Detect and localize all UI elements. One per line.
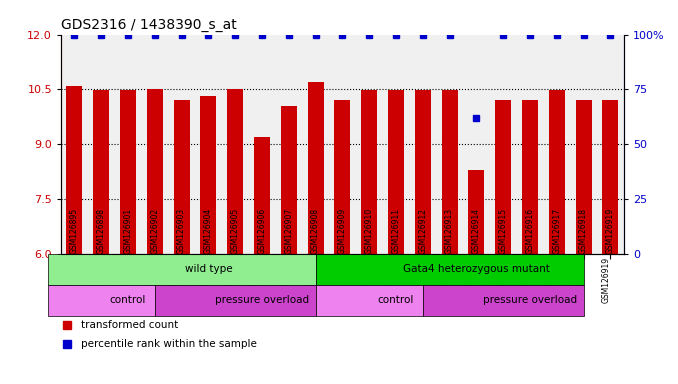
Text: GSM126907: GSM126907: [280, 257, 289, 303]
Text: percentile rank within the sample: percentile rank within the sample: [81, 339, 256, 349]
Text: GSM126903: GSM126903: [173, 257, 182, 303]
Bar: [602, 99, 618, 254]
Text: GSM126913: GSM126913: [445, 208, 454, 254]
Text: GSM126913: GSM126913: [441, 257, 450, 303]
Text: control: control: [378, 295, 414, 305]
Text: GSM126910: GSM126910: [365, 208, 374, 254]
Bar: [468, 170, 484, 254]
Bar: [174, 99, 190, 254]
Text: GSM126908: GSM126908: [311, 208, 320, 254]
Bar: [441, 91, 458, 254]
Text: GSM126918: GSM126918: [574, 257, 584, 303]
Text: GSM126908: GSM126908: [306, 257, 315, 303]
Text: GSM126914: GSM126914: [472, 208, 481, 254]
Text: transformed count: transformed count: [81, 320, 178, 330]
Text: wild type: wild type: [184, 264, 233, 274]
Text: GSM126902: GSM126902: [151, 208, 159, 254]
Text: GSM126912: GSM126912: [414, 257, 423, 303]
Bar: [334, 99, 351, 254]
Text: GSM126895: GSM126895: [70, 208, 79, 254]
Text: GSM126919: GSM126919: [606, 208, 615, 254]
FancyBboxPatch shape: [47, 254, 315, 285]
Text: GSM126901: GSM126901: [123, 208, 132, 254]
Text: GSM126909: GSM126909: [334, 257, 342, 303]
Text: GSM126906: GSM126906: [258, 208, 266, 254]
Bar: [227, 89, 243, 254]
Text: GSM126903: GSM126903: [177, 208, 186, 254]
FancyBboxPatch shape: [315, 285, 423, 316]
Bar: [495, 99, 511, 254]
Text: GSM126905: GSM126905: [231, 208, 240, 254]
FancyBboxPatch shape: [47, 285, 155, 316]
Bar: [522, 99, 538, 254]
Bar: [388, 90, 404, 254]
Text: control: control: [110, 295, 146, 305]
FancyBboxPatch shape: [155, 285, 315, 316]
Text: GSM126911: GSM126911: [387, 257, 396, 303]
Bar: [576, 99, 592, 254]
Bar: [281, 106, 297, 254]
Text: GSM126916: GSM126916: [521, 257, 530, 303]
Bar: [254, 137, 270, 254]
Bar: [66, 86, 83, 254]
Bar: [93, 90, 109, 254]
Text: GSM126915: GSM126915: [499, 208, 508, 254]
Text: GDS2316 / 1438390_s_at: GDS2316 / 1438390_s_at: [61, 18, 237, 32]
Text: GSM126917: GSM126917: [548, 257, 557, 303]
Text: GSM126909: GSM126909: [338, 208, 347, 254]
Text: GSM126898: GSM126898: [97, 208, 106, 254]
Bar: [201, 96, 216, 254]
Text: GSM126916: GSM126916: [525, 208, 534, 254]
Text: pressure overload: pressure overload: [483, 295, 577, 305]
FancyBboxPatch shape: [315, 254, 584, 285]
Text: GSM126906: GSM126906: [253, 257, 262, 303]
Text: GSM126902: GSM126902: [146, 257, 155, 303]
Bar: [146, 89, 163, 254]
Bar: [308, 82, 323, 254]
Bar: [415, 91, 431, 254]
Text: GSM126917: GSM126917: [553, 208, 561, 254]
Text: GSM126910: GSM126910: [360, 257, 370, 303]
Bar: [549, 91, 565, 254]
Text: GSM126904: GSM126904: [204, 208, 213, 254]
Text: GSM126904: GSM126904: [199, 257, 208, 303]
Text: GSM126919: GSM126919: [601, 257, 610, 303]
Text: GSM126914: GSM126914: [467, 257, 477, 303]
Bar: [120, 90, 136, 254]
Text: GSM126918: GSM126918: [579, 208, 588, 254]
Text: GSM126895: GSM126895: [65, 257, 75, 303]
Text: Gata4 heterozygous mutant: Gata4 heterozygous mutant: [403, 264, 550, 274]
Text: GSM126911: GSM126911: [391, 208, 401, 254]
Text: pressure overload: pressure overload: [215, 295, 309, 305]
FancyBboxPatch shape: [423, 285, 584, 316]
Text: GSM126905: GSM126905: [226, 257, 235, 303]
Text: GSM126907: GSM126907: [284, 208, 294, 254]
Text: GSM126901: GSM126901: [119, 257, 128, 303]
Bar: [361, 90, 377, 254]
Text: GSM126915: GSM126915: [494, 257, 503, 303]
Text: GSM126912: GSM126912: [418, 208, 427, 254]
Text: GSM126898: GSM126898: [92, 257, 101, 303]
